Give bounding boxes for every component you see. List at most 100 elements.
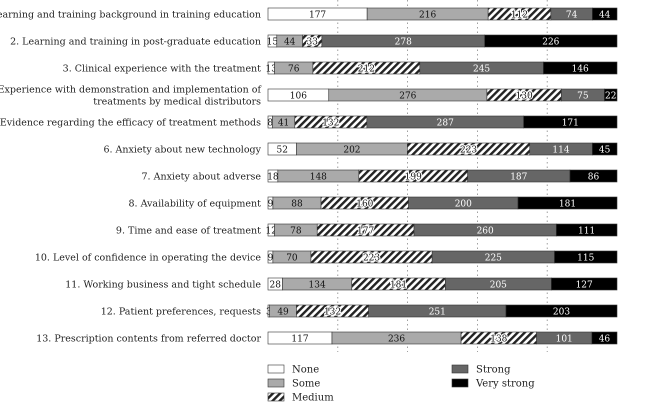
category-label: 8. Availability of equipment: [129, 199, 262, 210]
data-label: 132: [322, 118, 339, 128]
data-label: 181: [559, 199, 576, 209]
legend-swatch-strong: [451, 364, 469, 374]
data-label: 8: [267, 118, 273, 128]
data-label: 13: [266, 64, 278, 74]
data-label: 9: [268, 199, 274, 209]
data-label: 223: [460, 145, 477, 155]
legend-label-medium: Medium: [292, 393, 334, 402]
data-label: 216: [419, 10, 436, 20]
category-label: 9. Time and ease of treatment: [116, 226, 261, 237]
data-label: 15: [267, 37, 279, 47]
data-label: 134: [309, 280, 326, 290]
bar-segment-very-strong: [591, 331, 618, 345]
data-label: 199: [405, 172, 422, 182]
data-label: 177: [309, 10, 326, 20]
data-label: 3: [266, 307, 272, 317]
category-labels: 1. Learning and training background in t…: [0, 10, 262, 345]
category-label: 5. Evidence regarding the efficacy of tr…: [0, 118, 261, 129]
data-label: 45: [599, 145, 611, 155]
category-label: 7. Anxiety about adverse: [142, 172, 262, 183]
data-label: 160: [356, 199, 373, 209]
data-label: 236: [388, 334, 405, 344]
bar-segment-very-strong: [543, 61, 618, 75]
data-label: 33: [306, 37, 318, 47]
legend-swatch-none: [267, 364, 285, 374]
category-label: 6. Anxiety about new technology: [103, 145, 261, 156]
data-label: 187: [510, 172, 527, 182]
legend-label-none: None: [292, 365, 319, 376]
bar-segment-very-strong: [517, 196, 618, 210]
data-label: 287: [437, 118, 454, 128]
data-label: 49: [277, 307, 289, 317]
data-label: 127: [576, 280, 593, 290]
data-label: 88: [291, 199, 303, 209]
data-label: 212: [358, 64, 375, 74]
data-label: 130: [516, 91, 533, 101]
category-label: 1. Learning and training background in t…: [0, 10, 261, 21]
data-label: 9: [268, 253, 274, 263]
data-label: 22: [605, 91, 616, 101]
data-label: 138: [490, 334, 507, 344]
data-label: 46: [599, 334, 611, 344]
legend-swatch-very-strong: [451, 378, 469, 388]
bar-segment-very-strong: [592, 7, 618, 21]
data-label: 148: [310, 172, 327, 182]
bar-segment-very-strong: [569, 169, 618, 183]
legend-label-strong: Strong: [476, 365, 511, 376]
data-label: 203: [553, 307, 570, 317]
data-label: 112: [511, 10, 528, 20]
bars: 177 216 112 74 44 15 44 33 278 226 13 76 212 245 146 10…: [266, 7, 618, 345]
category-label: 11. Working business and tight schedule: [65, 280, 261, 291]
data-label: 117: [291, 334, 308, 344]
data-label: 70: [286, 253, 298, 263]
data-label: 44: [284, 37, 296, 47]
bar-segment-very-strong: [554, 250, 618, 264]
data-label: 12: [266, 226, 277, 236]
legend-label-some: Some: [292, 379, 320, 390]
data-label: 202: [343, 145, 360, 155]
data-label: 181: [390, 280, 407, 290]
data-label: 86: [588, 172, 600, 182]
data-label: 115: [577, 253, 594, 263]
data-label: 223: [363, 253, 380, 263]
category-label: 4. Experience with demonstration and imp…: [0, 85, 262, 108]
data-label: 78: [290, 226, 302, 236]
category-label: 3. Clinical experience with the treatmen…: [63, 64, 262, 75]
category-label: 12. Patient preferences, requests: [101, 307, 261, 318]
data-label: 75: [577, 91, 589, 101]
bar-segment-very-strong: [592, 142, 618, 156]
data-label: 28: [270, 280, 282, 290]
data-label: 146: [572, 64, 589, 74]
bar-segment-very-strong: [604, 88, 618, 102]
legend-label-very-strong: Very strong: [475, 379, 535, 390]
category-label-line: treatments by medical distributors: [93, 97, 261, 108]
data-label: 76: [288, 64, 300, 74]
data-label: 251: [429, 307, 446, 317]
bar-segment-very-strong: [523, 115, 618, 129]
category-label-line: 4. Experience with demonstration and imp…: [0, 85, 262, 96]
bar-segment-very-strong: [555, 223, 618, 237]
data-label: 101: [556, 334, 573, 344]
bar-segment-very-strong: [505, 304, 618, 318]
data-label: 260: [477, 226, 494, 236]
legend-swatch-some: [267, 378, 285, 388]
bar-segment-very-strong: [551, 277, 618, 291]
data-label: 225: [485, 253, 502, 263]
data-label: 245: [473, 64, 490, 74]
data-label: 114: [552, 145, 569, 155]
data-label: 52: [277, 145, 288, 155]
data-label: 74: [566, 10, 578, 20]
data-label: 278: [395, 37, 412, 47]
data-label: 44: [599, 10, 611, 20]
data-label: 132: [324, 307, 341, 317]
data-label: 276: [399, 91, 416, 101]
data-label: 41: [278, 118, 289, 128]
legend-swatch-medium: [267, 392, 285, 402]
category-label: 10. Level of confidence in operating the…: [35, 253, 262, 264]
data-label: 205: [490, 280, 507, 290]
data-label: 18: [267, 172, 279, 182]
data-label: 177: [357, 226, 374, 236]
data-label: 106: [290, 91, 307, 101]
legend: None Some Medium Strong Very strong: [267, 364, 535, 402]
